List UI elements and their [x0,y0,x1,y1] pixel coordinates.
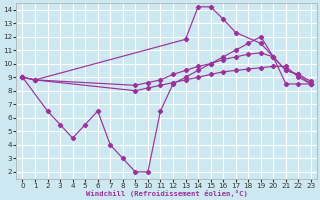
X-axis label: Windchill (Refroidissement éolien,°C): Windchill (Refroidissement éolien,°C) [86,190,248,197]
